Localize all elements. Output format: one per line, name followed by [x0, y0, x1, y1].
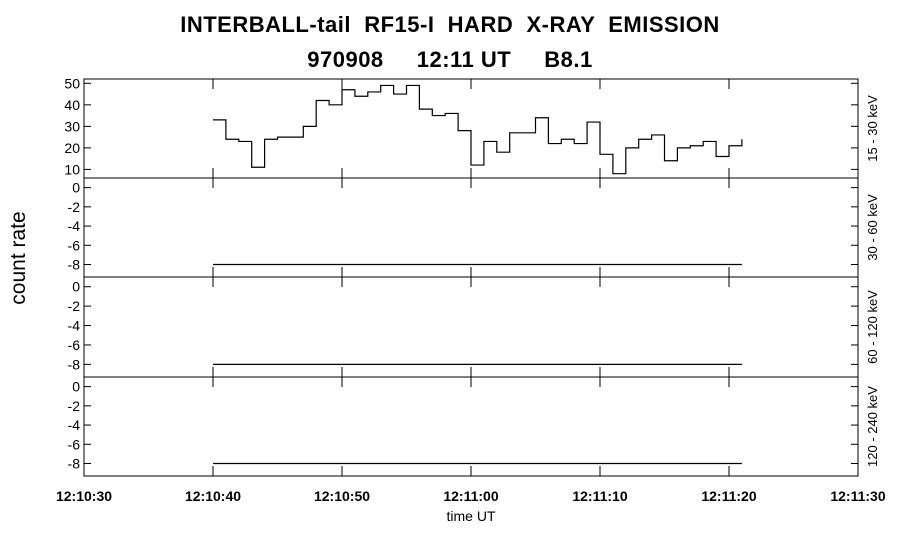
chart-title: INTERBALL-tail RF15-I HARD X-RAY EMISSIO… — [180, 12, 720, 37]
chart-subtitle: 970908 12:11 UT B8.1 — [307, 47, 593, 72]
y-tick-label: -2 — [68, 298, 81, 314]
panel-band-label: 30 - 60 keV — [865, 194, 880, 261]
panel-frame — [83, 276, 859, 378]
y-tick-label: -4 — [68, 218, 81, 234]
panel-frame — [83, 376, 859, 477]
y-tick-label: -4 — [68, 417, 81, 433]
x-tick-label: 12:11:20 — [701, 488, 756, 504]
y-tick-label: -2 — [68, 398, 81, 414]
y-tick-label: -6 — [68, 337, 81, 353]
x-tick-label: 12:11:10 — [572, 488, 627, 504]
y-tick-label: -6 — [68, 237, 81, 253]
x-tick-label: 12:10:40 — [185, 488, 241, 504]
panel-frame — [83, 177, 859, 278]
y-tick-label: -2 — [68, 199, 81, 215]
y-tick-label: 40 — [64, 97, 80, 113]
panel-band-label: 60 - 120 keV — [865, 290, 880, 364]
y-tick-label: -8 — [68, 356, 81, 372]
y-tick-label: -4 — [68, 318, 81, 334]
x-tick-label: 12:10:50 — [314, 488, 370, 504]
y-tick-label: 20 — [64, 140, 80, 156]
x-tick-label: 12:10:30 — [56, 488, 112, 504]
y-tick-label: -8 — [68, 456, 81, 472]
x-tick-label: 12:11:30 — [830, 488, 885, 504]
x-axis-label: time UT — [446, 508, 496, 524]
y-tick-label: 0 — [72, 180, 80, 196]
y-tick-label: 0 — [72, 379, 80, 395]
panel-band-label: 15 - 30 keV — [865, 95, 880, 162]
panel-band-label: 120 - 240 keV — [865, 386, 880, 467]
y-tick-label: 50 — [64, 75, 80, 91]
y-tick-label: 30 — [64, 118, 80, 134]
y-tick-label: -6 — [68, 436, 81, 452]
y-tick-label: -8 — [68, 257, 81, 273]
x-tick-label: 12:11:00 — [443, 488, 498, 504]
y-tick-label: 10 — [64, 161, 80, 177]
series-line — [213, 84, 743, 175]
y-tick-label: 0 — [72, 279, 80, 295]
